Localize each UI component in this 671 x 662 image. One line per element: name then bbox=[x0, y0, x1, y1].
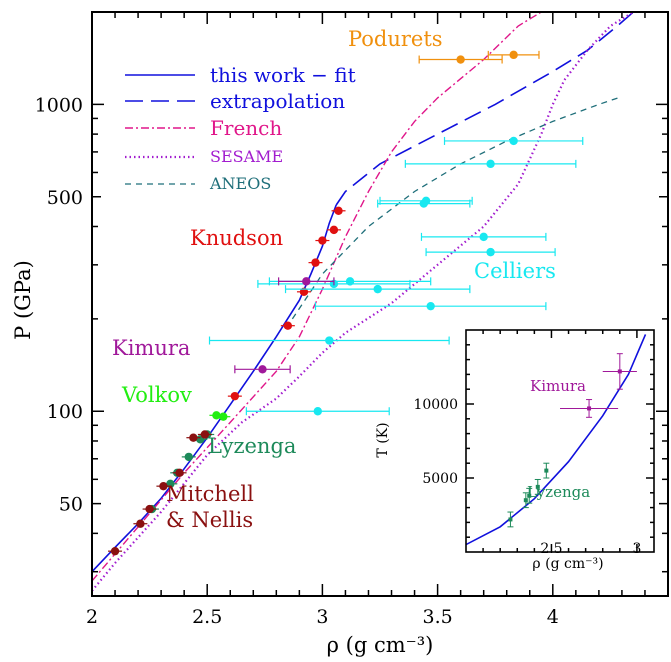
podurets-point-0 bbox=[456, 55, 465, 64]
kimura-point-1 bbox=[302, 277, 311, 286]
x-tick-label: 2.5 bbox=[192, 606, 222, 628]
inset-ticks: 2.5 3 5000 10000 bbox=[413, 330, 654, 557]
knudson-point-0 bbox=[230, 391, 240, 401]
label-mitchell-line1: Mitchell bbox=[166, 482, 254, 506]
knudson-point-1 bbox=[283, 321, 293, 330]
celliers-point-3 bbox=[419, 199, 428, 208]
inset-background bbox=[466, 330, 654, 552]
celliers-point-11 bbox=[313, 407, 322, 416]
volkov-point-0 bbox=[212, 411, 221, 420]
inset-curves bbox=[466, 334, 647, 546]
celliers-point-7 bbox=[345, 277, 355, 286]
inset-label-lyzenga: Lyzenga bbox=[527, 483, 590, 501]
inset-series-line-fit bbox=[466, 334, 647, 546]
celliers-point-8 bbox=[373, 284, 382, 294]
podurets-point-1 bbox=[509, 50, 518, 60]
label-kimura: Kimura bbox=[112, 336, 190, 360]
inset-lyzenga-point-1 bbox=[523, 498, 528, 503]
legend-label-french: French bbox=[210, 116, 282, 140]
mitchell-nellis-point-3 bbox=[159, 481, 168, 491]
y-tick-label: 500 bbox=[47, 187, 83, 209]
inset-x-tick-label: 3 bbox=[632, 541, 641, 557]
y-tick-label: 50 bbox=[59, 494, 83, 516]
celliers-point-5 bbox=[486, 247, 495, 257]
inset-y-axis-label: T (K) bbox=[375, 422, 391, 457]
inset-lyzenga-point-0 bbox=[508, 517, 513, 522]
legend-label-sesame: SESAME bbox=[210, 147, 283, 166]
main-plot-frame bbox=[91, 11, 669, 597]
celliers-point-1 bbox=[486, 159, 495, 169]
series-line-french bbox=[92, 12, 542, 582]
knudson-point-6 bbox=[334, 206, 343, 215]
label-knudson: Knudson bbox=[190, 226, 283, 250]
label-mitchell-line2: & Nellis bbox=[166, 508, 253, 532]
y-tick-label: 1000 bbox=[35, 94, 83, 116]
series-line-aneos bbox=[291, 95, 623, 320]
inset-frame bbox=[465, 329, 655, 553]
series-line-this-work-fit bbox=[92, 204, 337, 573]
mitchell-nellis-point-5 bbox=[189, 433, 198, 442]
main-plot-points bbox=[108, 50, 584, 556]
knudson-point-5 bbox=[329, 225, 339, 235]
label-podurets: Podurets bbox=[348, 27, 443, 51]
celliers-point-4 bbox=[479, 232, 488, 242]
mitchell-nellis-point-6 bbox=[200, 430, 210, 439]
inset-kimura-point-1 bbox=[617, 369, 622, 374]
inset-label-kimura: Kimura bbox=[530, 377, 586, 395]
inset-lyzenga-point-2 bbox=[527, 493, 532, 498]
x-axis-label: ρ (g cm⁻³) bbox=[327, 633, 434, 657]
y-tick-label: 100 bbox=[47, 401, 83, 423]
x-tick-label: 2 bbox=[86, 606, 98, 628]
inset-y-tick-label: 5000 bbox=[422, 471, 458, 487]
legend-label-extrapolation: extrapolation bbox=[210, 89, 345, 113]
inset-points bbox=[507, 353, 637, 528]
inset-lyzenga-point-4 bbox=[544, 468, 549, 473]
mitchell-nellis-point-0 bbox=[110, 546, 120, 556]
lyzenga-point-3 bbox=[184, 452, 193, 462]
x-tick-label: 4 bbox=[547, 606, 559, 628]
x-tick-label: 3.5 bbox=[422, 606, 452, 628]
volkov-point-1 bbox=[219, 412, 228, 421]
mitchell-nellis-point-2 bbox=[145, 504, 154, 514]
legend-label-fit: this work − fit bbox=[210, 63, 356, 87]
label-celliers: Celliers bbox=[474, 259, 556, 283]
inset-x-axis-label: ρ (g cm⁻³) bbox=[532, 556, 603, 572]
inset-kimura-point-0 bbox=[587, 406, 592, 411]
knudson-point-4 bbox=[318, 236, 327, 245]
legend: this work − fit extrapolation French SES… bbox=[125, 63, 356, 193]
mitchell-nellis-point-4 bbox=[175, 468, 184, 478]
legend-label-aneos: ANEOS bbox=[209, 174, 271, 193]
celliers-point-0 bbox=[509, 136, 518, 146]
celliers-point-10 bbox=[325, 336, 334, 345]
y-axis-label: P (GPa) bbox=[11, 260, 35, 340]
main-plot-ticks: 2 2.5 3 3.5 4 50 100 500 1000 bbox=[35, 11, 669, 628]
x-tick-label: 3 bbox=[316, 606, 328, 628]
kimura-point-0 bbox=[258, 365, 267, 374]
mitchell-nellis-point-1 bbox=[136, 519, 145, 528]
series-line-extrapolation bbox=[335, 12, 634, 206]
celliers-point-9 bbox=[426, 301, 435, 311]
inset-y-tick-label: 10000 bbox=[413, 397, 458, 413]
label-volkov: Volkov bbox=[121, 383, 192, 407]
inset-lyzenga-point-3 bbox=[535, 484, 540, 489]
knudson-point-3 bbox=[311, 258, 320, 267]
label-lyzenga: Lyzenga bbox=[208, 434, 296, 458]
inset-x-tick-label: 2.5 bbox=[540, 541, 562, 557]
